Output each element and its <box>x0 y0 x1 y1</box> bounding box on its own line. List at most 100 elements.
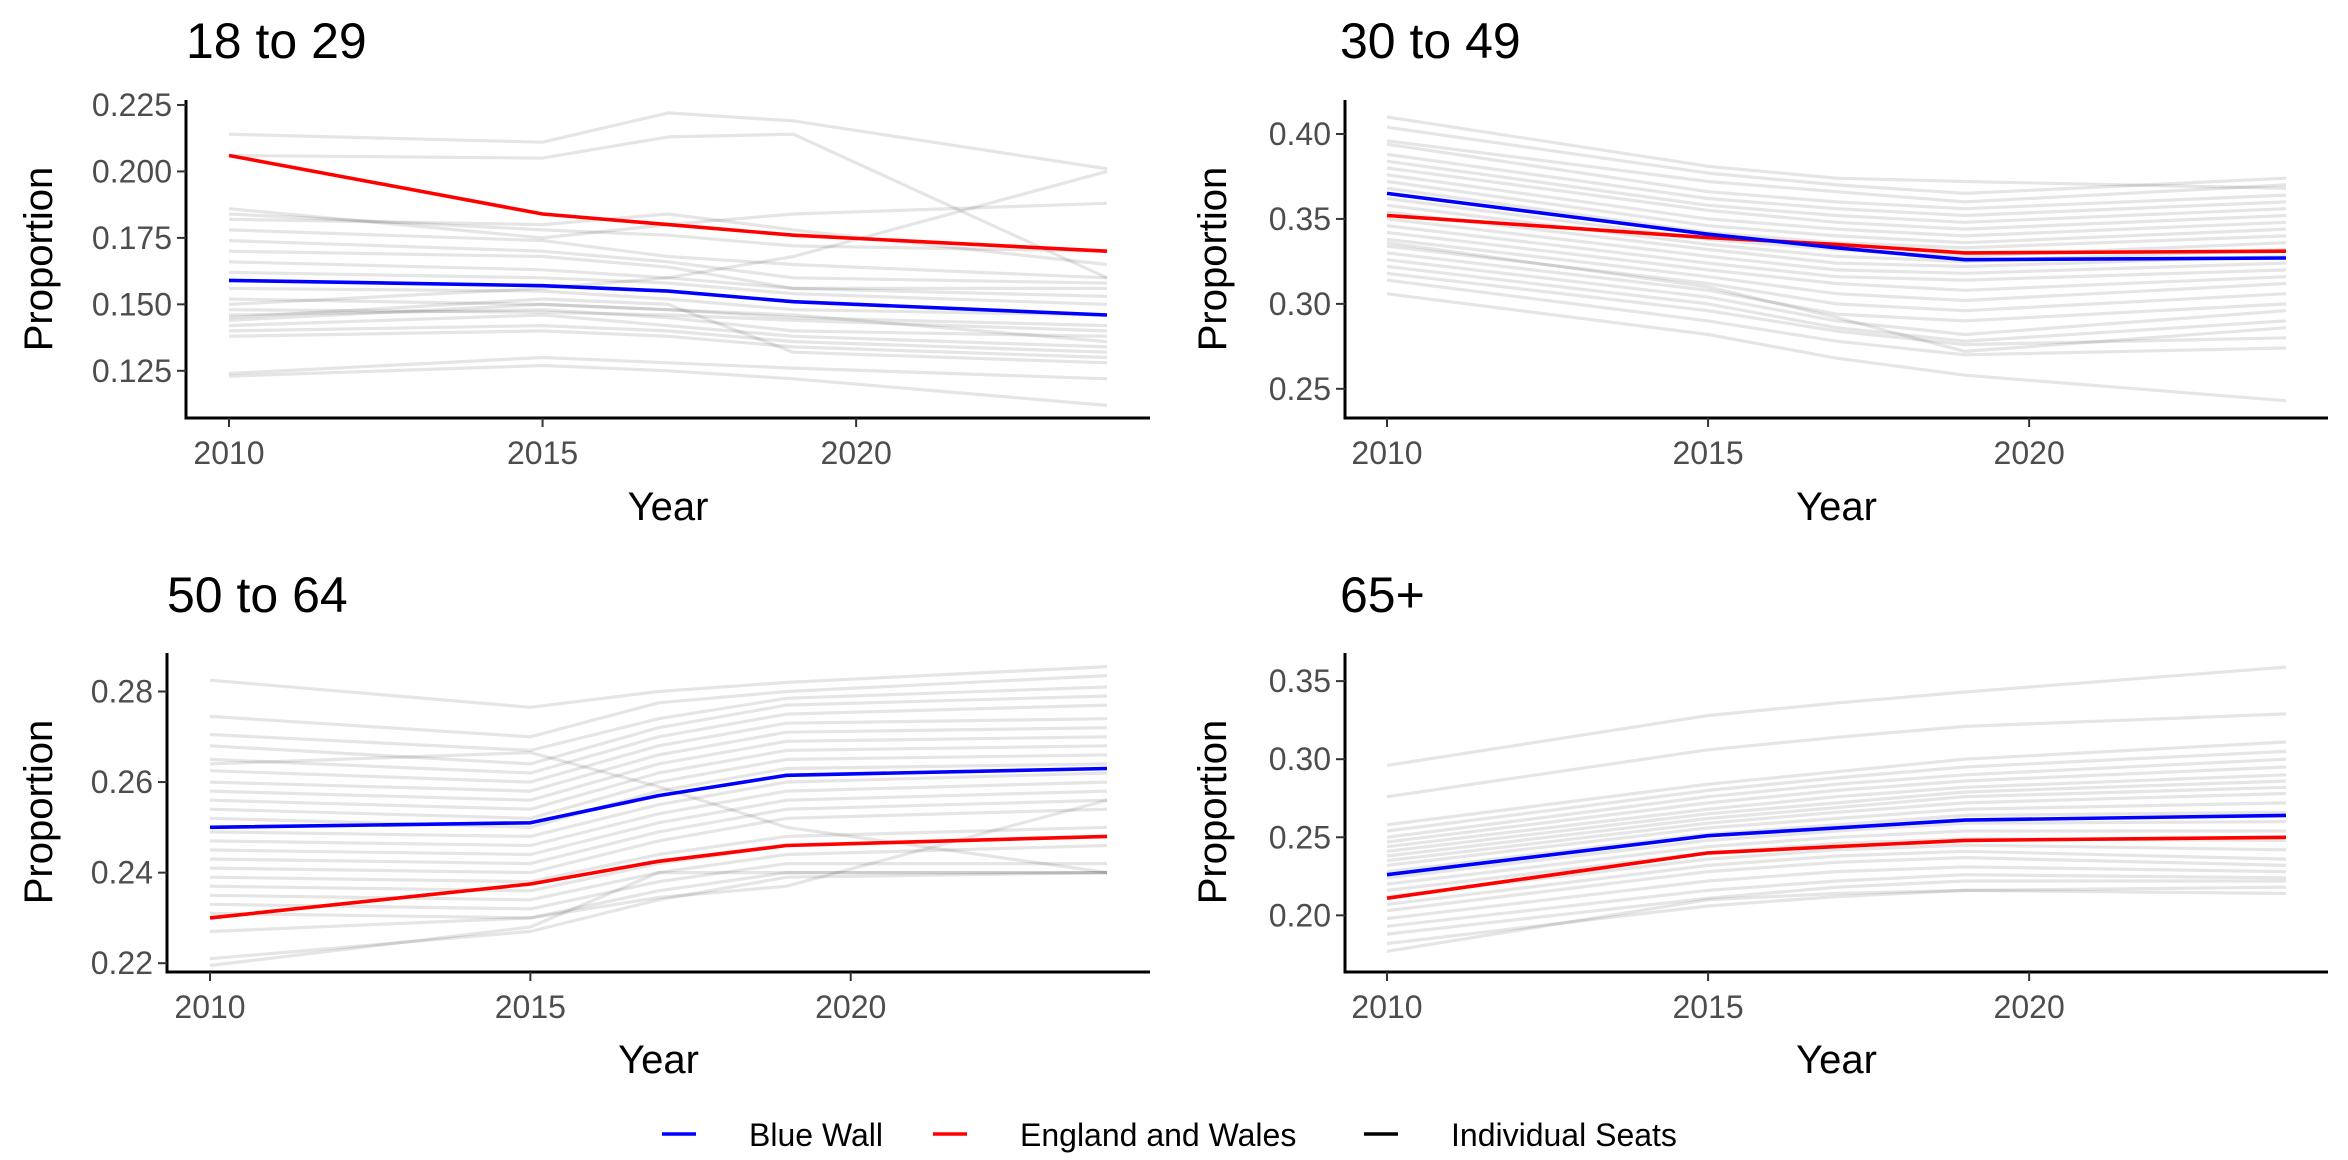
individual-seat-line <box>1386 258 2287 337</box>
individual-seat-line <box>228 286 1108 317</box>
individual-seat-line <box>1386 142 2287 211</box>
individual-seat-line <box>209 870 1107 968</box>
x-tick-label: 2015 <box>1672 435 1743 471</box>
blue-wall-line <box>1386 191 2287 262</box>
panel-1: 18 to 29 0.125 0.150 0.175 0.200 0.225 2010 201… <box>17 13 1150 529</box>
x-tick-label: 2020 <box>815 989 886 1025</box>
individual-seat-line <box>1386 159 2287 224</box>
individual-seat-line <box>1386 740 2287 827</box>
individual-seat-line <box>1386 264 2287 343</box>
individual-seat-line <box>1386 791 2287 863</box>
x-tick-label: 2010 <box>193 435 264 471</box>
blue-wall-line <box>228 278 1108 317</box>
individual-seat-line <box>209 771 1108 839</box>
individual-seat-line <box>1386 820 2287 880</box>
individual-seat-line <box>209 798 1108 934</box>
individual-seat-line <box>209 870 1107 920</box>
individual-seat-line <box>228 308 1108 333</box>
y-tick-label: 0.20 <box>1269 897 1331 933</box>
individual-seat-line <box>1386 843 2287 899</box>
legend-item: Blue Wall <box>662 1117 883 1153</box>
individual-seat-line <box>1386 173 2287 238</box>
x-axis-title: Year <box>618 1038 699 1082</box>
individual-seat-line <box>228 355 1108 381</box>
blue-wall-line <box>209 766 1108 830</box>
y-tick-label: 0.30 <box>1269 286 1331 322</box>
individual-seat-line <box>1386 879 2286 936</box>
y-tick-label: 0.25 <box>1269 371 1331 407</box>
y-tick-label: 0.175 <box>92 220 172 256</box>
individual-seat-line <box>209 780 1108 848</box>
individual-seat-line <box>1386 179 2287 245</box>
panel-title: 30 to 49 <box>1340 13 1521 69</box>
individual-seat-line <box>228 169 1108 306</box>
individual-seat-line <box>1386 251 2287 323</box>
individual-seat-line <box>1386 237 2287 303</box>
individual-seat-line <box>1386 224 2287 282</box>
y-axis-title: Proportion <box>17 167 61 352</box>
individual-seat-line <box>209 665 1108 709</box>
individual-seat-line <box>1386 749 2287 833</box>
x-tick-label: 2020 <box>1994 989 2065 1025</box>
individual-seat-line <box>1386 773 2287 849</box>
individual-seat-line <box>1386 757 2287 839</box>
individual-seat-line <box>1386 210 2287 269</box>
x-tick-label: 2010 <box>1351 435 1422 471</box>
individual-seat-line <box>209 744 1108 811</box>
individual-seat-line <box>228 111 1108 171</box>
y-tick-label: 0.225 <box>92 87 172 123</box>
individual-seat-line <box>209 717 1108 784</box>
y-tick-label: 0.150 <box>92 286 172 322</box>
individual-seat-line <box>1386 139 2287 204</box>
individual-seat-line <box>1386 888 2287 953</box>
individual-seat-line <box>1386 865 2287 921</box>
individual-seat-line <box>228 249 1107 290</box>
legend-label: England and Wales <box>1020 1117 1296 1153</box>
individual-seat-line <box>1386 152 2287 218</box>
panel-3: 50 to 64 0.22 0.24 0.26 0.28 2010 2015 2020 Year… <box>17 567 1150 1082</box>
individual-seat-line <box>209 807 1108 875</box>
x-tick-label: 2015 <box>495 989 566 1025</box>
england-and-wales-line <box>209 834 1108 920</box>
y-axis-title: Proportion <box>1191 167 1235 352</box>
y-tick-label: 0.25 <box>1269 819 1331 855</box>
individual-seat-line <box>228 260 1108 298</box>
individual-seat-line <box>228 329 1108 360</box>
individual-seat-line <box>1386 873 2287 928</box>
x-axis-title: Year <box>1796 1038 1877 1082</box>
individual-seat-line <box>228 313 1108 349</box>
individual-seat-line <box>1386 785 2287 858</box>
individual-seat-line <box>228 228 1108 280</box>
individual-seats-lines <box>1386 665 2287 953</box>
individual-seat-line <box>1386 665 2287 767</box>
individual-seat-line <box>1386 765 2287 844</box>
individual-seat-line <box>209 685 1108 753</box>
individual-seats-lines <box>209 665 1108 968</box>
individual-seat-line <box>209 694 1108 766</box>
individual-seat-line <box>1386 278 2287 357</box>
individual-seat-line <box>209 674 1108 739</box>
individual-seat-line <box>1386 885 2287 946</box>
individual-seat-line <box>1386 125 2287 195</box>
individual-seats-lines <box>228 111 1108 407</box>
individual-seat-line <box>228 297 1108 365</box>
x-axis-title: Year <box>1796 485 1877 529</box>
blue-wall-line <box>1386 813 2287 877</box>
england-and-wales-line <box>1386 835 2287 900</box>
x-tick-label: 2010 <box>1351 989 1422 1025</box>
panel-title: 65+ <box>1340 567 1425 623</box>
panel-title: 18 to 29 <box>186 13 367 69</box>
individual-seat-line <box>1386 166 2287 231</box>
individual-seat-line <box>1386 801 2287 867</box>
individual-seat-line <box>1386 849 2287 906</box>
y-tick-label: 0.200 <box>92 153 172 189</box>
y-tick-label: 0.22 <box>91 945 153 981</box>
y-axis-title: Proportion <box>1191 720 1235 905</box>
individual-seat-line <box>1386 712 2287 799</box>
x-tick-label: 2015 <box>507 435 578 471</box>
y-tick-label: 0.35 <box>1269 201 1331 237</box>
individual-seat-line <box>228 363 1108 407</box>
individual-seat-line <box>228 239 1108 285</box>
individual-seat-line <box>1386 779 2287 853</box>
individual-seat-line <box>228 297 1108 328</box>
